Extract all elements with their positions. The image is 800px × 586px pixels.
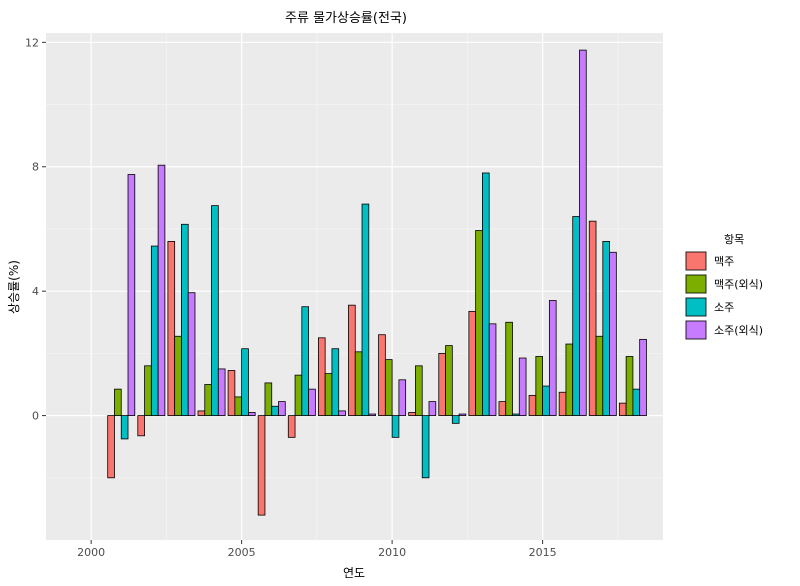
y-tick-label: 0 [32,410,39,423]
bar [157,164,166,416]
bar [458,413,467,416]
bar [324,373,333,416]
bar [234,396,243,416]
y-axis-title: 상승률(%) [7,260,21,314]
bar [354,351,363,416]
bar [639,338,647,416]
bar [535,356,544,416]
bar [107,415,115,479]
plot-panel [46,33,663,540]
bar [361,203,370,416]
bar [572,216,580,416]
bar [301,306,310,416]
bar [384,359,393,416]
bar [287,415,296,438]
y-axis-ticks: 0 4 8 12 [25,36,46,423]
bar [211,205,219,416]
bar [248,412,256,416]
bar [498,401,507,416]
bar [528,394,537,416]
legend-key [685,320,707,340]
bar [579,49,587,416]
bar [181,223,189,416]
bar [204,384,212,416]
bar [317,337,326,416]
bar [264,382,273,416]
bar [187,292,196,416]
bar [451,415,460,424]
chart-title: 주류 물가상승률(전국) [285,11,407,26]
bar [468,310,477,416]
bar [625,356,634,416]
bar [150,245,159,416]
bar [428,401,437,416]
bar [308,388,316,416]
x-axis-ticks: 2000 2005 2010 2015 [77,540,557,559]
bar [505,321,513,416]
bar [445,345,453,416]
bar [338,410,346,416]
bar [120,415,129,440]
bar [144,365,152,416]
bar [632,388,641,416]
bar [348,304,356,416]
x-tick-label: 2000 [77,546,105,559]
bar [368,413,376,416]
legend-label: 소주(외식) [714,324,763,337]
bar [602,240,610,416]
x-tick-label: 2005 [228,546,256,559]
bar [618,402,627,416]
bar [408,412,416,416]
bar [378,334,386,416]
legend-key [685,274,707,294]
bar [542,385,550,416]
bar [278,401,286,416]
bar [257,415,266,516]
bar [227,370,236,416]
bar [415,365,423,416]
y-tick-label: 4 [32,285,39,298]
bar [565,343,574,416]
y-tick-label: 12 [25,36,39,49]
bar [488,323,497,416]
bar [127,174,136,416]
bar [421,415,430,479]
bar [331,348,340,416]
bar [595,335,604,416]
bar [512,413,520,416]
bar [174,335,182,416]
bar [217,368,226,416]
x-tick-label: 2010 [378,546,406,559]
y-tick-label: 8 [32,161,39,174]
bar [398,379,407,416]
legend-label: 소주 [714,301,734,314]
x-axis-title: 연도 [343,566,365,580]
legend-label: 맥주 [714,255,734,268]
bar [475,230,483,416]
bar [391,415,400,438]
bar [518,357,527,416]
bar [438,352,446,416]
bar [197,410,206,416]
legend-label: 맥주(외식) [714,278,763,291]
bar [114,388,122,416]
bar [548,300,557,416]
bar [609,251,617,416]
bars-layer [107,49,647,516]
legend-key [685,251,707,271]
legend-key [685,297,707,317]
bar [294,374,303,416]
bar [241,348,249,416]
legend-title: 항목 [724,233,744,246]
bar [167,240,176,416]
bar [482,172,490,416]
bar [558,391,567,416]
bar [588,220,597,416]
bar [137,415,145,437]
bar [271,405,279,416]
x-tick-label: 2015 [529,546,557,559]
